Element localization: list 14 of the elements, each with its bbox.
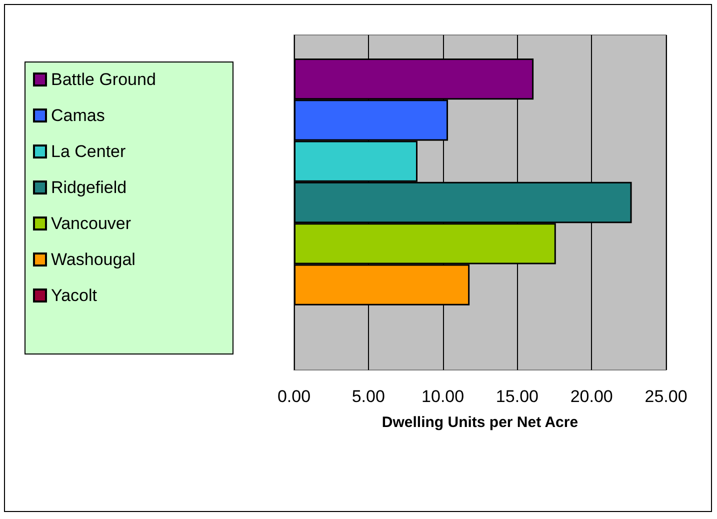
- x-tick-label: 10.00: [422, 387, 464, 406]
- legend-label: La Center: [51, 142, 126, 161]
- x-tick-label: 5.00: [352, 387, 385, 406]
- legend-label: Ridgefield: [51, 178, 127, 197]
- legend-label: Washougal: [51, 250, 136, 269]
- legend-label: Yacolt: [51, 286, 98, 305]
- x-tick-label: 25.00: [644, 387, 688, 406]
- x-tick-label: 15.00: [496, 387, 538, 406]
- legend-label: Battle Ground: [51, 70, 156, 89]
- x-tick-label: 20.00: [570, 387, 613, 406]
- legend-label: Camas: [51, 106, 105, 125]
- legend-label: Vancouver: [51, 214, 132, 233]
- x-tick-label: 0.00: [277, 387, 311, 406]
- x-axis-title: Dwelling Units per Net Acre: [382, 414, 578, 431]
